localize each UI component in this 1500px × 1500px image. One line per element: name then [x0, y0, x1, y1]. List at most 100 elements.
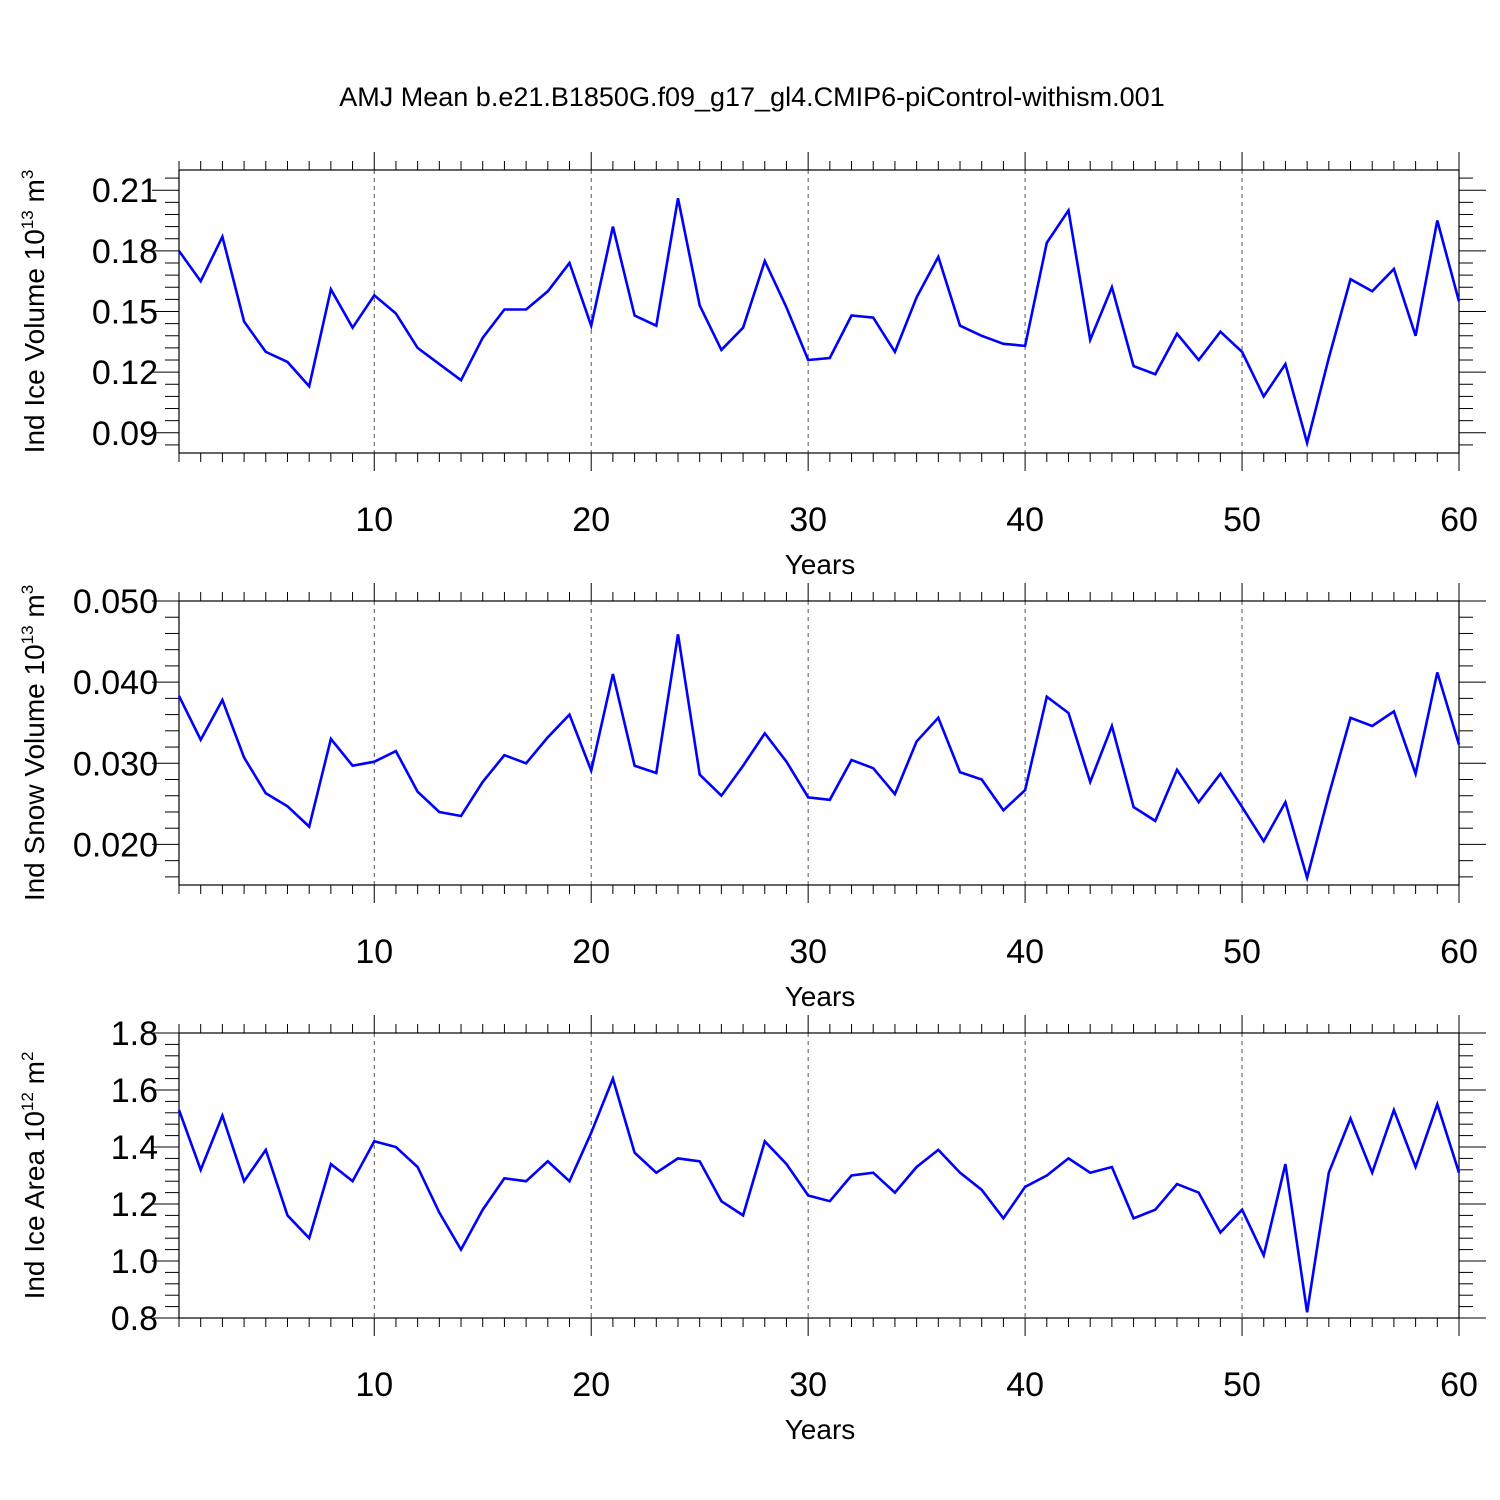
x-tick-label: 20 [572, 1366, 610, 1404]
data-point [264, 791, 268, 795]
data-point [1218, 772, 1222, 776]
data-point [264, 350, 268, 354]
data-point [242, 756, 246, 760]
data-point [676, 196, 680, 200]
data-point [1305, 1310, 1309, 1314]
data-point [1262, 394, 1266, 398]
data-point [1349, 277, 1353, 281]
data-point [524, 761, 528, 765]
y-tick-label: 0.09 [92, 415, 158, 453]
data-point [915, 1165, 919, 1169]
data-point [1327, 1171, 1331, 1175]
data-point [1305, 441, 1309, 445]
data-point [1197, 358, 1201, 362]
data-point [871, 1171, 875, 1175]
data-point [1197, 800, 1201, 804]
data-point [220, 235, 224, 239]
y-tick-label: 0.8 [111, 1300, 158, 1338]
x-tick-label: 50 [1223, 933, 1261, 971]
data-point [633, 1151, 637, 1155]
data-series-line [177, 1074, 1461, 1313]
data-point [459, 814, 463, 818]
plot-frame [178, 1032, 1460, 1319]
data-point [806, 1193, 810, 1197]
data-point [524, 1179, 528, 1183]
data-point [437, 810, 441, 814]
data-point [719, 794, 723, 798]
data-point [980, 1188, 984, 1192]
data-point [741, 1213, 745, 1217]
data-point [1240, 350, 1244, 354]
data-point [763, 1139, 767, 1143]
chart-panel-1: 10 20 30 40 50 60 0.09 0.12 0.15 0.18 0.21 Years Ind… [18, 152, 1486, 580]
data-point [1110, 724, 1114, 728]
data-point [980, 778, 984, 782]
x-tick-label: 20 [572, 501, 610, 539]
data-point [1305, 876, 1309, 880]
plot-frame [178, 600, 1460, 886]
data-point [177, 694, 181, 698]
data-point [936, 1148, 940, 1152]
data-point [1110, 285, 1114, 289]
data-point [242, 1179, 246, 1183]
x-axis-label: Years [785, 549, 856, 580]
data-point [1088, 780, 1092, 784]
data-point [980, 334, 984, 338]
data-point [741, 326, 745, 330]
data-point [546, 289, 550, 293]
data-point [1392, 1108, 1396, 1112]
data-point [372, 760, 376, 764]
x-tick-label: 10 [355, 933, 393, 971]
x-tick-label: 40 [1006, 501, 1044, 539]
data-point [329, 1162, 333, 1166]
data-point [893, 1191, 897, 1195]
data-point [1370, 1171, 1374, 1175]
data-point [1240, 1208, 1244, 1212]
data-point [654, 324, 658, 328]
data-point [351, 1179, 355, 1183]
chart-title: AMJ Mean b.e21.B1850G.f09_g17_gl4.CMIP6-… [339, 82, 1164, 112]
y-tick-label: 1.8 [111, 1015, 158, 1053]
data-point [1370, 289, 1374, 293]
data-point [568, 1179, 572, 1183]
data-series-line [177, 634, 1461, 883]
data-point [719, 348, 723, 352]
data-point [633, 764, 637, 768]
data-point [589, 769, 593, 773]
data-point [698, 1159, 702, 1163]
data-point [177, 1108, 181, 1112]
data-point [611, 1077, 615, 1081]
data-point [1045, 1174, 1049, 1178]
x-tick-label: 20 [572, 933, 610, 971]
data-point [372, 1139, 376, 1143]
data-point [1435, 670, 1439, 674]
data-point [1045, 241, 1049, 245]
data-point [806, 795, 810, 799]
data-point [394, 749, 398, 753]
data-point [1066, 711, 1070, 715]
x-axis-label: Years [785, 981, 856, 1012]
data-point [806, 358, 810, 362]
data-point [437, 1211, 441, 1215]
y-tick-label: 0.020 [73, 826, 158, 864]
data-point [1218, 330, 1222, 334]
data-point [1283, 800, 1287, 804]
data-point [719, 1199, 723, 1203]
y-tick-label: 1.4 [111, 1129, 158, 1167]
data-point [698, 773, 702, 777]
data-point [784, 760, 788, 764]
data-point [177, 249, 181, 253]
data-point [1088, 338, 1092, 342]
data-point [1132, 1216, 1136, 1220]
x-tick-label: 30 [789, 501, 827, 539]
data-point [871, 766, 875, 770]
y-tick-label: 0.15 [92, 294, 158, 332]
data-point [1110, 1165, 1114, 1169]
data-point [1283, 1162, 1287, 1166]
data-point [459, 1248, 463, 1252]
data-point [850, 758, 854, 762]
y-tick-label: 1.6 [111, 1072, 158, 1110]
data-point [1457, 1171, 1461, 1175]
data-point [220, 698, 224, 702]
data-point [502, 753, 506, 757]
